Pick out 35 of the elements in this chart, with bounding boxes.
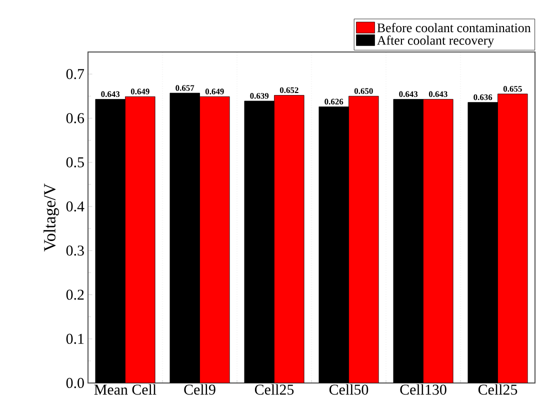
bar <box>125 96 156 383</box>
x-tick-label: Cell130 <box>400 384 446 395</box>
data-label: 0.657 <box>176 85 194 91</box>
data-label: 0.626 <box>324 98 344 105</box>
bar <box>274 95 304 383</box>
legend-label: Before coolant contamination <box>377 22 531 32</box>
bar <box>498 94 528 383</box>
y-tick-label: 0.4 <box>66 201 84 212</box>
data-label: 0.652 <box>280 87 298 94</box>
y-tick-label: 0.0 <box>66 378 84 388</box>
data-label: 0.639 <box>250 93 269 99</box>
data-label: 0.649 <box>130 88 150 94</box>
y-tick-label: 0.2 <box>66 290 84 300</box>
data-label: 0.643 <box>428 91 448 98</box>
y-tick-label: 0.6 <box>66 113 84 124</box>
y-axis-title: Voltage/V <box>44 183 59 252</box>
legend-label: After coolant recovery <box>377 36 494 48</box>
data-label: 0.643 <box>101 91 120 98</box>
y-tick-label: 0.5 <box>66 157 84 168</box>
data-label: 0.655 <box>503 86 522 92</box>
y-tick-label: 0.7 <box>66 68 84 80</box>
data-label: 0.650 <box>354 88 373 94</box>
x-tick-label: Cell25 <box>478 384 518 395</box>
data-label: 0.643 <box>399 91 418 98</box>
x-tick-label: Cell25 <box>254 384 294 395</box>
bar <box>423 99 454 383</box>
data-label: 0.636 <box>474 94 492 100</box>
x-tick-label: Cell9 <box>184 384 216 395</box>
data-label: 0.649 <box>205 88 224 94</box>
bar <box>200 96 230 383</box>
x-tick-label: Mean Cell <box>94 384 156 395</box>
x-tick-label: Cell50 <box>329 384 368 395</box>
y-tick-label: 0.3 <box>66 246 84 256</box>
y-tick-label: 0.1 <box>66 334 84 344</box>
bar <box>348 96 379 383</box>
